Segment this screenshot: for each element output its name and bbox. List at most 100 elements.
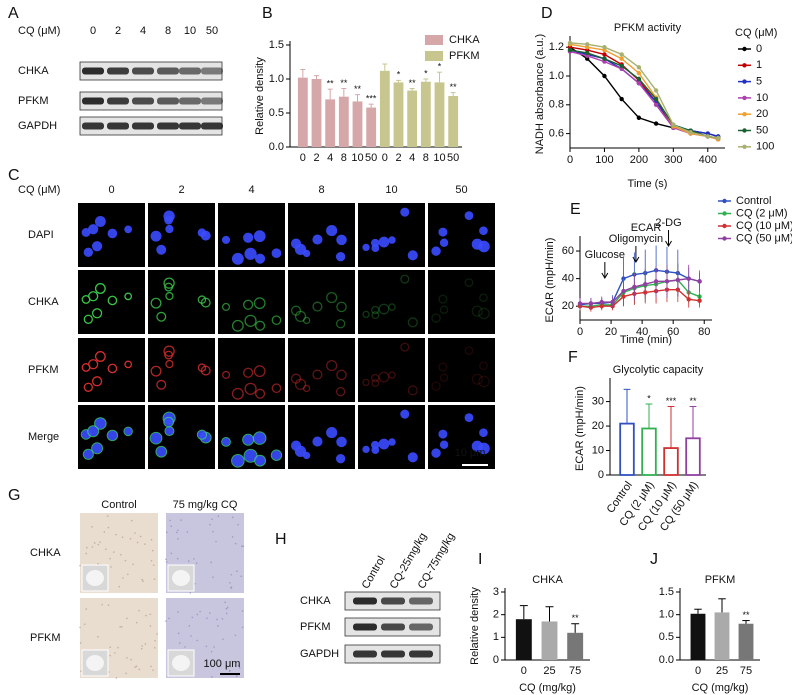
texture bbox=[124, 559, 127, 562]
y-tick-label: 0.5 bbox=[659, 631, 674, 643]
texture bbox=[122, 577, 124, 579]
texture bbox=[119, 626, 121, 628]
row-label: CHKA bbox=[18, 65, 49, 77]
cell bbox=[407, 452, 418, 463]
cell bbox=[271, 450, 282, 461]
blot-band bbox=[201, 97, 223, 105]
bar bbox=[738, 623, 754, 660]
y-axis-label: Relative density bbox=[254, 57, 266, 135]
cell bbox=[107, 228, 118, 239]
texture bbox=[144, 643, 147, 645]
legend-marker bbox=[722, 236, 727, 241]
micrograph bbox=[148, 338, 215, 402]
texture bbox=[104, 548, 107, 551]
scale-label: 10 μm bbox=[455, 447, 486, 459]
cell-ring bbox=[91, 442, 104, 455]
column-label: Control bbox=[101, 499, 136, 511]
cell bbox=[124, 427, 133, 436]
legend-label: CQ (10 μM) bbox=[736, 220, 792, 232]
cell bbox=[150, 365, 162, 377]
micrograph bbox=[358, 270, 425, 334]
cell bbox=[335, 318, 346, 329]
cell bbox=[255, 455, 266, 466]
y-axis-label: Relative density bbox=[469, 587, 481, 665]
cell bbox=[156, 446, 167, 457]
cell bbox=[83, 247, 93, 257]
row-label: PFKM bbox=[30, 632, 61, 644]
x-tick-label: 0 bbox=[521, 665, 527, 677]
cell bbox=[253, 365, 266, 378]
bar bbox=[352, 101, 363, 147]
x-tick-label: 50 bbox=[447, 152, 459, 164]
data-point bbox=[697, 279, 702, 284]
cell bbox=[150, 432, 162, 444]
y-tick-label: 30 bbox=[592, 395, 604, 407]
cell bbox=[271, 315, 282, 326]
texture bbox=[165, 531, 168, 534]
texture bbox=[224, 601, 226, 604]
bar bbox=[338, 96, 349, 147]
data-point bbox=[619, 56, 624, 61]
cell bbox=[83, 314, 93, 324]
cell bbox=[378, 371, 390, 383]
cell bbox=[94, 283, 106, 294]
chart-title: Glycolytic capacity bbox=[613, 364, 704, 376]
data-point bbox=[588, 301, 594, 306]
blot-band bbox=[201, 67, 223, 75]
texture bbox=[154, 639, 156, 642]
x-axis-label: CQ (mg/kg) bbox=[692, 682, 749, 694]
blot-band bbox=[353, 597, 377, 605]
texture bbox=[93, 542, 96, 544]
row-label: GAPDH bbox=[18, 120, 57, 132]
cell bbox=[302, 316, 311, 325]
blot-band bbox=[409, 623, 433, 631]
texture bbox=[106, 515, 109, 517]
cell bbox=[439, 305, 449, 314]
data-point bbox=[653, 279, 659, 284]
cell bbox=[221, 370, 231, 379]
column-label: 0 bbox=[108, 184, 114, 196]
texture bbox=[85, 552, 88, 555]
cell bbox=[83, 382, 93, 392]
cell bbox=[431, 381, 441, 391]
legend-swatch bbox=[425, 35, 443, 45]
cell bbox=[231, 454, 244, 467]
cell bbox=[371, 238, 380, 248]
cell bbox=[326, 291, 338, 304]
texture bbox=[186, 531, 189, 533]
significance: * bbox=[438, 62, 442, 72]
legend-marker bbox=[742, 95, 747, 101]
cell-ring bbox=[149, 431, 163, 445]
texture bbox=[144, 543, 146, 545]
texture bbox=[109, 654, 111, 657]
texture bbox=[235, 675, 238, 677]
legend-label: 100 bbox=[756, 141, 774, 153]
data-point bbox=[621, 288, 626, 294]
column-label: 8 bbox=[318, 184, 324, 196]
legend-label: 5 bbox=[756, 76, 762, 88]
cell bbox=[388, 236, 396, 244]
texture bbox=[234, 634, 237, 637]
texture bbox=[225, 666, 228, 668]
cell bbox=[431, 448, 441, 458]
bar bbox=[434, 82, 445, 147]
axis-label: CQ (μM) bbox=[18, 184, 60, 196]
blot-band bbox=[381, 597, 405, 605]
data-point bbox=[675, 277, 681, 283]
cell bbox=[431, 246, 441, 256]
blot-band bbox=[157, 67, 179, 75]
texture bbox=[234, 542, 237, 545]
texture bbox=[97, 562, 99, 565]
arrow-head bbox=[632, 256, 640, 263]
arrow-head bbox=[665, 240, 672, 247]
data-point bbox=[636, 81, 642, 86]
texture bbox=[189, 592, 192, 594]
y-tick-label: 10 bbox=[592, 444, 604, 456]
y-tick-label: 60 bbox=[562, 245, 574, 257]
bar bbox=[393, 82, 404, 147]
data-point bbox=[602, 52, 607, 57]
cell bbox=[253, 432, 266, 445]
significance: *** bbox=[666, 396, 677, 406]
texture bbox=[231, 536, 234, 538]
